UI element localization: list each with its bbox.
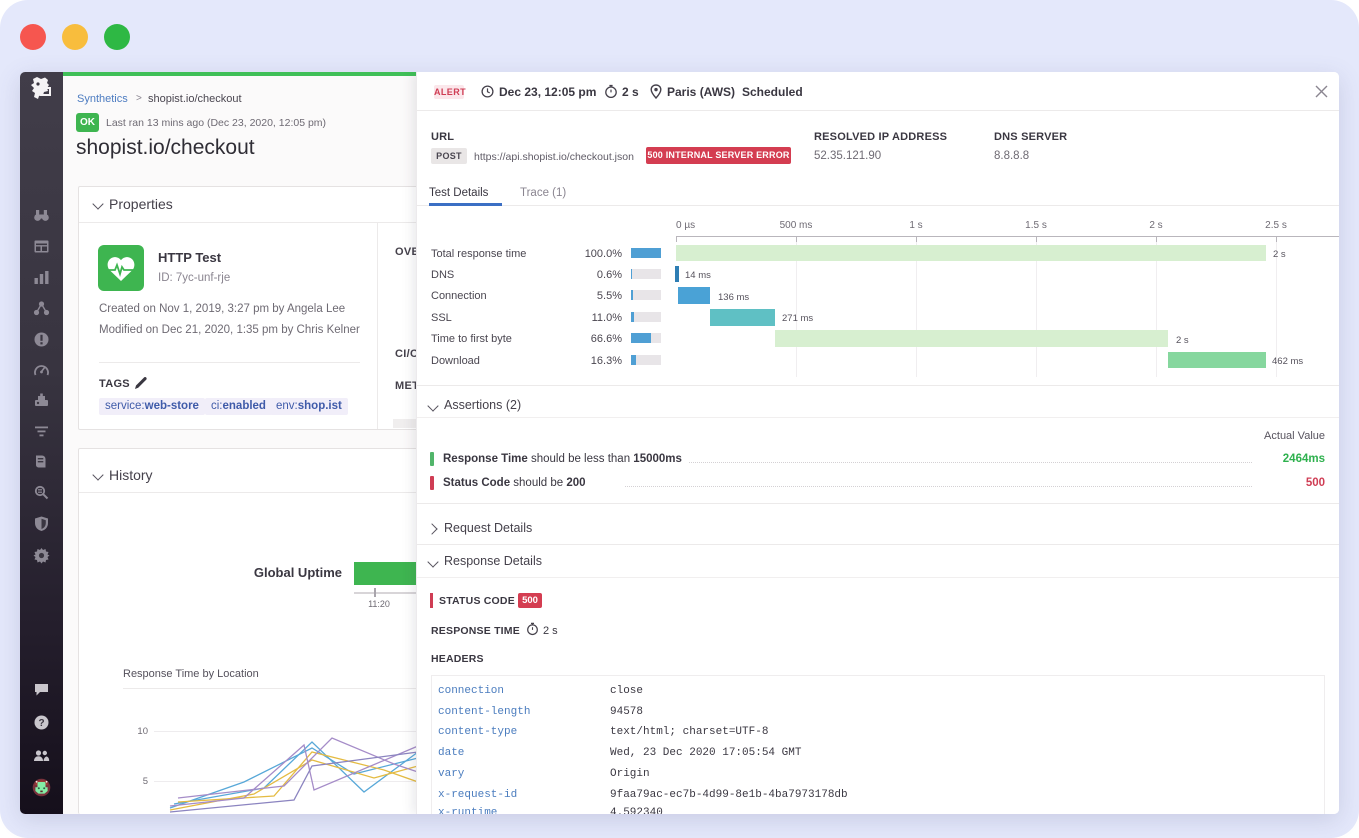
svg-text:?: ?: [38, 718, 44, 729]
